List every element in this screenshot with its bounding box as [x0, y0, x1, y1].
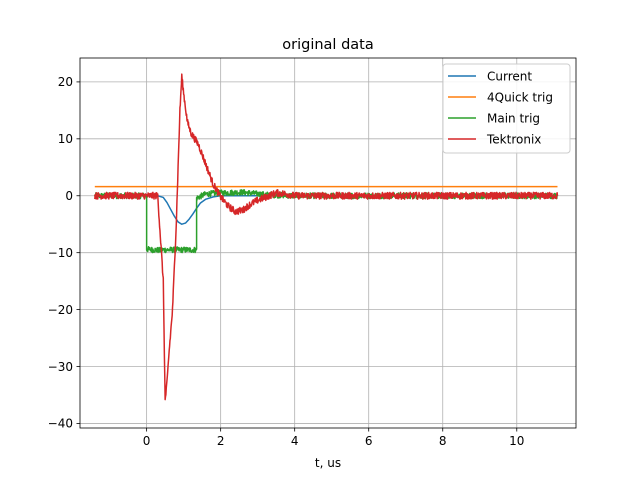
- series-layer: [94, 73, 559, 401]
- x-tick-label: 6: [365, 434, 373, 448]
- plot-frame: [79, 57, 577, 429]
- legend-label: Current: [487, 69, 532, 83]
- y-tick-label: −30: [48, 360, 73, 374]
- y-tick-label: −40: [48, 417, 73, 431]
- chart-title: original data: [282, 37, 373, 53]
- legend: Current 4Quick trig Main trig Tektronix: [442, 63, 571, 154]
- y-tick-label: 10: [58, 132, 73, 146]
- x-axis-label: t, us: [315, 456, 341, 470]
- x-tick-label: 0: [143, 434, 151, 448]
- x-tick-label: 8: [439, 434, 447, 448]
- legend-label: Main trig: [487, 111, 540, 125]
- y-tick-label: −20: [48, 303, 73, 317]
- legend-box: [442, 63, 571, 154]
- x-tick-label: 10: [509, 434, 524, 448]
- ticks: 0 2 4 6 8 10 −40 −30 −20 −10 0 10 20: [48, 75, 525, 448]
- legend-label: 4Quick trig: [487, 90, 553, 104]
- x-tick-label: 4: [291, 434, 299, 448]
- y-tick-label: −10: [48, 246, 73, 260]
- x-tick-label: 2: [217, 434, 225, 448]
- y-tick-label: 20: [58, 75, 73, 89]
- legend-label: Tektronix: [486, 132, 541, 146]
- y-tick-label: 0: [65, 189, 73, 203]
- series-line-3: [94, 73, 559, 401]
